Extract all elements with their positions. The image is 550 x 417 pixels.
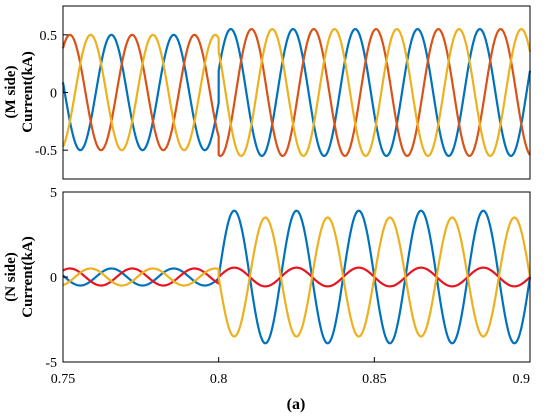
n-side-ytick-group: 5 0 -5 xyxy=(45,186,68,371)
n-side-ytick-label: -5 xyxy=(45,356,57,371)
m-side-ytick-label: -0.5 xyxy=(35,144,57,159)
n-side-ylabel-line2: Current(kA) xyxy=(20,236,36,317)
n-side-xtick-label: 0.75 xyxy=(51,372,76,387)
m-side-series-group xyxy=(61,27,532,158)
m-side-series-2-line xyxy=(61,27,531,158)
figure-caption: (a) xyxy=(287,396,306,413)
n-side-xtick-group: 0.75 0.8 0.85 0.9 xyxy=(51,357,531,387)
m-side-ytick-group: 0.5 0 -0.5 xyxy=(35,29,68,159)
n-side-xtick-label: 0.85 xyxy=(362,372,387,387)
n-side-series-1-line xyxy=(62,209,532,345)
n-side-series-group xyxy=(62,209,532,345)
n-side-xtick-label: 0.8 xyxy=(210,372,228,387)
n-side-ylabel-line1: (N side) xyxy=(3,252,19,302)
n-side-ytick-label: 0 xyxy=(50,271,57,286)
m-side-ytick-label: 0 xyxy=(50,87,57,102)
m-side-ylabel-line1: (M side) xyxy=(3,66,19,119)
m-side-series-1-line xyxy=(61,28,532,157)
m-side-panel: 0.5 0 -0.5 (M side) Current(kA) xyxy=(3,5,532,180)
n-side-series-2-line xyxy=(62,266,531,288)
n-side-panel: 5 0 -5 0.75 0.8 0.85 0.9 (N side) Current(kA) xyxy=(3,186,532,387)
n-side-series-3-line xyxy=(62,216,532,338)
n-side-xtick-label: 0.9 xyxy=(513,372,531,387)
n-side-ytick-label: 5 xyxy=(50,186,57,201)
m-side-ytick-label: 0.5 xyxy=(40,29,58,44)
m-side-series-3-line xyxy=(61,27,532,158)
m-side-ylabel-line2: Current(kA) xyxy=(20,51,36,132)
